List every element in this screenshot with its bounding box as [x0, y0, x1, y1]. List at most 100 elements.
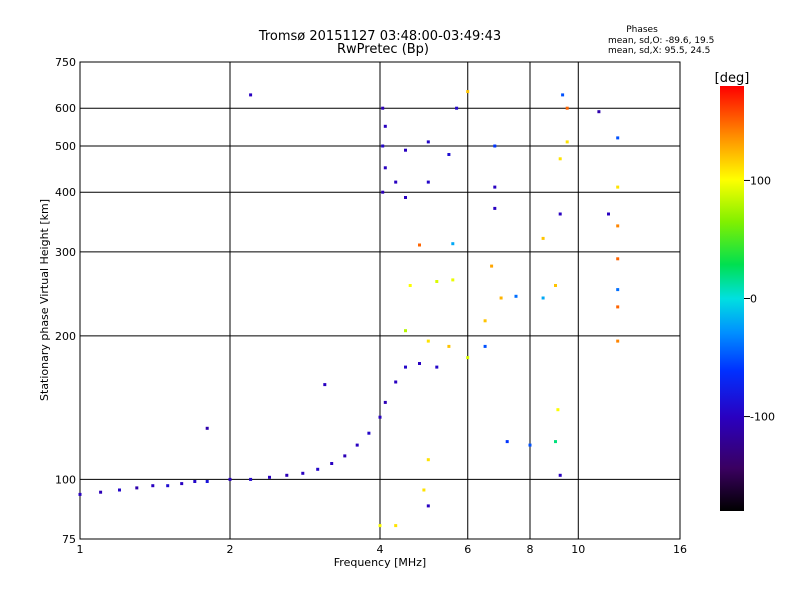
colorbar-tick-label: 100 — [750, 174, 771, 187]
data-point — [381, 144, 385, 148]
chart-subtitle: RwPretec (Bp) — [337, 42, 429, 57]
data-point — [135, 486, 139, 490]
y-tick-label: 750 — [55, 56, 76, 69]
data-point — [404, 148, 407, 152]
data-point — [383, 124, 387, 128]
y-tick-label: 400 — [55, 186, 76, 199]
plot-area: 1 2 4 6 8 10 16 75 100 200 300 400 500 600 750 — [55, 56, 687, 556]
data-point — [378, 415, 382, 419]
data-point — [455, 106, 459, 110]
x-tick-label: 8 — [527, 543, 534, 556]
data-point — [404, 196, 407, 199]
stats-heading: Phases — [626, 25, 658, 35]
x-axis-label: Frequency [MHz] — [334, 556, 426, 569]
y-axis-label: Stationary phase Virtual Height [km] — [38, 199, 51, 401]
data-point — [180, 482, 184, 486]
y-tick-label: 500 — [55, 140, 76, 153]
data-point — [301, 471, 305, 475]
data-point — [268, 475, 271, 479]
data-point — [558, 473, 562, 477]
data-point — [355, 443, 359, 447]
y-tick-label: 75 — [62, 533, 76, 546]
x-tick-label: 16 — [673, 543, 687, 556]
data-point — [616, 257, 620, 261]
data-point — [451, 278, 455, 282]
y-tick-label: 300 — [55, 246, 76, 259]
data-point — [616, 339, 620, 343]
data-point — [616, 136, 620, 140]
data-point — [493, 206, 497, 210]
data-point — [499, 296, 503, 300]
data-point — [483, 344, 487, 348]
data-point — [565, 140, 569, 144]
data-point — [381, 190, 385, 194]
x-tick-label: 10 — [571, 543, 585, 556]
data-point — [616, 305, 620, 309]
data-point — [418, 362, 421, 365]
data-point — [447, 344, 451, 348]
data-point — [166, 484, 170, 488]
data-point — [383, 400, 387, 404]
data-point — [316, 467, 320, 471]
data-point — [426, 339, 430, 343]
stats-line-x: mean, sd,X: 95.5, 24.5 — [608, 46, 710, 56]
data-point — [404, 329, 407, 333]
data-point — [493, 144, 497, 148]
data-point — [554, 284, 557, 287]
data-point — [118, 488, 121, 492]
data-point — [426, 504, 430, 508]
data-point — [285, 473, 289, 477]
colorbar — [720, 86, 744, 511]
data-point — [394, 180, 398, 184]
data-point — [99, 490, 103, 494]
data-point — [426, 458, 430, 462]
data-point — [435, 365, 439, 369]
x-tick-label: 1 — [77, 543, 84, 556]
data-point — [228, 477, 232, 481]
data-point — [249, 477, 253, 481]
data-point — [394, 380, 398, 384]
data-point — [616, 185, 620, 189]
data-point — [404, 365, 407, 369]
data-point — [447, 153, 451, 156]
data-point — [205, 426, 209, 430]
data-point — [378, 524, 382, 528]
data-point — [330, 462, 334, 465]
x-tick-label: 2 — [227, 543, 234, 556]
y-tick-label: 600 — [55, 102, 76, 115]
x-tick-label: 6 — [464, 543, 471, 556]
chart-title: Tromsø 20151127 03:48:00-03:49:43 — [258, 29, 501, 44]
data-point — [78, 492, 82, 496]
data-point — [394, 524, 398, 528]
data-point — [561, 93, 565, 97]
colorbar-tick-label: -100 — [750, 411, 775, 424]
data-point — [343, 454, 347, 458]
y-tick-label: 200 — [55, 330, 76, 343]
data-point — [435, 280, 439, 283]
data-point — [367, 431, 371, 435]
data-point — [493, 185, 497, 189]
data-point — [541, 236, 545, 240]
stats-line-o: mean, sd,O: -89.6, 19.5 — [608, 36, 714, 46]
data-point — [616, 224, 620, 228]
data-point — [490, 264, 494, 268]
data-point — [565, 106, 569, 110]
colorbar-label: [deg] — [715, 71, 750, 86]
data-point — [205, 480, 209, 483]
data-point — [514, 294, 518, 298]
data-point — [558, 157, 562, 161]
data-point — [249, 93, 253, 97]
data-point — [323, 383, 327, 387]
y-tick-label: 100 — [55, 473, 76, 486]
data-point — [616, 288, 620, 292]
colorbar-tick-label: 0 — [750, 293, 757, 306]
data-point — [554, 440, 557, 444]
data-point — [556, 408, 560, 412]
data-point — [381, 106, 385, 110]
data-point — [597, 110, 601, 114]
data-point — [151, 484, 155, 488]
data-point — [383, 166, 387, 170]
data-point — [418, 243, 421, 247]
data-point — [426, 140, 430, 144]
